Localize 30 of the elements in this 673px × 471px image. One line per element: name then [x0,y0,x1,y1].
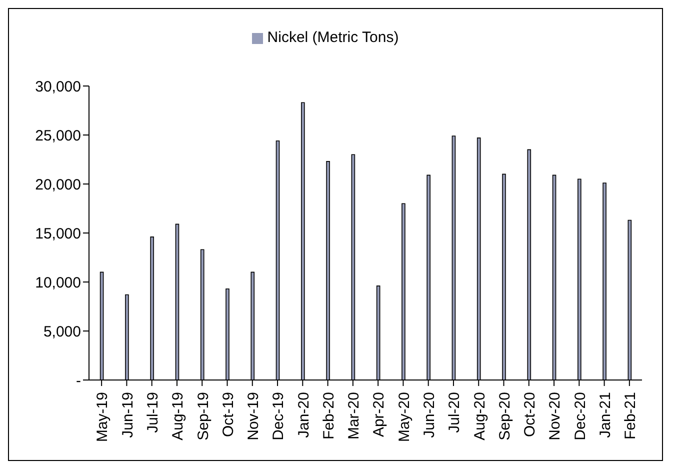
x-tick-label: Oct-20 [522,392,539,438]
y-tick-label: 20,000 [35,176,81,194]
y-tick-label: 25,000 [35,127,81,144]
x-tick-label: May-20 [396,392,413,442]
x-tick-label: Mar-20 [346,392,363,440]
x-tick-label: Aug-20 [471,392,488,440]
x-tick-label: Jun-19 [119,392,136,438]
y-tick-label: 5,000 [43,323,81,340]
x-tick-label: Sep-19 [194,392,212,440]
x-tick-label: Oct-19 [220,392,237,438]
x-tick-label: Jan-20 [295,392,312,438]
x-tick-label: Apr-20 [370,392,388,438]
x-tick-label: Feb-20 [320,392,338,440]
y-tick-label: 10,000 [35,274,81,292]
y-tick-label: - [76,372,81,390]
x-tick-label: May-19 [94,392,112,442]
x-tick-label: Dec-19 [270,392,288,440]
y-tick-label: 15,000 [35,225,81,242]
x-tick-label: Jan-21 [596,392,614,438]
y-tick-label: 30,000 [35,78,81,96]
x-tick-label: Aug-19 [170,392,187,440]
x-tick-label: Nov-20 [546,392,564,440]
x-tick-label: Jun-20 [420,392,438,438]
x-tick-label: Sep-20 [496,392,514,440]
x-tick-label: Feb-21 [622,392,640,440]
x-tick-label: Jul-19 [144,392,162,433]
x-tick-label: Jul-20 [446,392,464,433]
legend-label: Nickel (Metric Tons) [267,29,399,46]
x-tick-label: Dec-20 [572,392,589,440]
x-tick-label: Nov-19 [245,392,262,440]
